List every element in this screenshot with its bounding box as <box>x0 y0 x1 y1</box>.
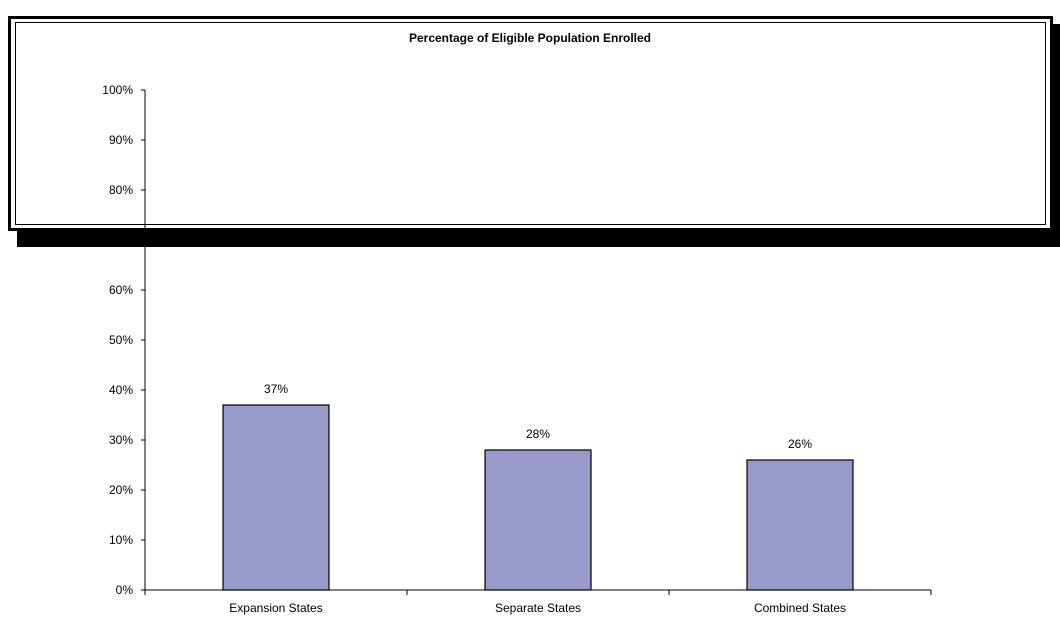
frame-outer-border <box>8 16 1053 231</box>
data-label: 28% <box>526 427 550 441</box>
frame-inner-border <box>15 22 1046 225</box>
y-tick-label: 10% <box>109 533 133 547</box>
y-tick-label: 60% <box>109 283 133 297</box>
x-tick-label: Expansion States <box>229 601 322 615</box>
bar <box>222 404 330 591</box>
y-tick-label: 50% <box>109 333 133 347</box>
y-tick-label: 90% <box>109 133 133 147</box>
y-tick-label: 0% <box>116 583 134 597</box>
x-tick-label: Combined States <box>754 601 846 615</box>
frame-shadow-right <box>1053 24 1060 247</box>
bar <box>746 459 854 591</box>
y-tick-label: 40% <box>109 383 133 397</box>
bar <box>484 449 592 591</box>
y-tick-label: 100% <box>102 83 133 97</box>
chart-title: Percentage of Eligible Population Enroll… <box>408 31 652 45</box>
y-tick-label: 20% <box>109 483 133 497</box>
y-tick-label: 30% <box>109 433 133 447</box>
y-tick-label: 70% <box>109 233 133 247</box>
y-tick-label: 80% <box>109 183 133 197</box>
x-tick-label: Separate States <box>495 601 581 615</box>
data-label: 26% <box>788 437 812 451</box>
data-label: 37% <box>264 382 288 396</box>
frame-shadow-bottom <box>17 231 1060 247</box>
